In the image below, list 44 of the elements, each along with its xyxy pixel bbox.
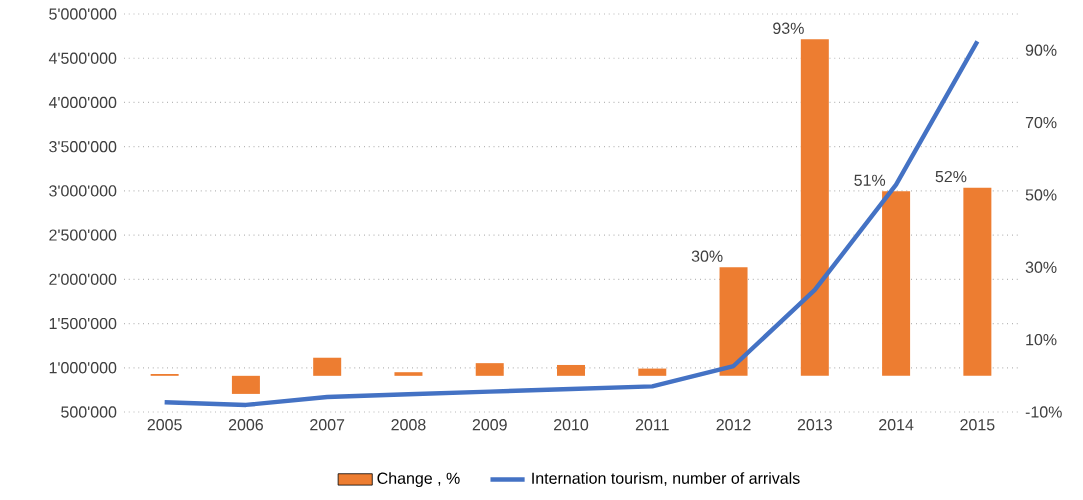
x-tick-label: 2014 bbox=[879, 419, 914, 431]
data-label: 51% bbox=[854, 174, 886, 186]
x-tick-label: 2007 bbox=[310, 419, 345, 431]
line-series bbox=[162, 39, 980, 408]
x-tick-label: 2010 bbox=[554, 419, 589, 431]
bar bbox=[231, 375, 260, 394]
y2-tick-label: -10% bbox=[1025, 406, 1062, 418]
y2-tick-label: 30% bbox=[1025, 261, 1057, 273]
y-tick-label: 3'000'000 bbox=[49, 185, 117, 197]
y-tick-label: 5'000'000 bbox=[49, 8, 117, 20]
legend-label: Internation tourism, number of arrivals bbox=[532, 472, 800, 486]
bar bbox=[313, 357, 342, 376]
data-label: 52% bbox=[935, 170, 967, 183]
y2-tick-label: 90% bbox=[1025, 44, 1057, 56]
y-tick-label: 500'000 bbox=[61, 406, 117, 418]
y-tick-label: 1'000'000 bbox=[49, 362, 117, 374]
bar bbox=[394, 372, 423, 376]
y-tick-label: 3'500'000 bbox=[49, 141, 117, 153]
y-tick-label: 2'500'000 bbox=[49, 229, 117, 241]
data-label: 93% bbox=[773, 22, 804, 34]
y2-tick-label: 50% bbox=[1025, 189, 1057, 201]
x-tick-label: 2008 bbox=[391, 419, 426, 431]
legend-label: Change , % bbox=[377, 472, 460, 488]
x-tick-label: 2013 bbox=[797, 419, 832, 431]
bar bbox=[638, 368, 667, 376]
bar bbox=[882, 191, 911, 376]
x-tick-label: 2011 bbox=[635, 419, 669, 431]
bar bbox=[963, 187, 992, 376]
x-tick-label: 2012 bbox=[716, 419, 751, 431]
x-tick-label: 2006 bbox=[228, 419, 263, 431]
data-label: 30% bbox=[691, 250, 723, 262]
y-tick-label: 2'000'000 bbox=[49, 273, 117, 285]
x-tick-label: 2015 bbox=[960, 419, 995, 431]
bar bbox=[475, 363, 504, 376]
y2-tick-label: 10% bbox=[1026, 333, 1057, 346]
y-tick-label: 4'000'000 bbox=[48, 96, 117, 109]
y2-tick-label: 70% bbox=[1025, 116, 1057, 129]
bar bbox=[719, 267, 748, 376]
x-tick-label: 2009 bbox=[472, 419, 507, 431]
y-tick-label: 1'500'000 bbox=[49, 317, 117, 330]
bar bbox=[557, 364, 585, 376]
bar bbox=[800, 39, 829, 376]
x-tick-label: 2005 bbox=[147, 419, 182, 431]
y-tick-label: 4'500'000 bbox=[48, 52, 117, 64]
